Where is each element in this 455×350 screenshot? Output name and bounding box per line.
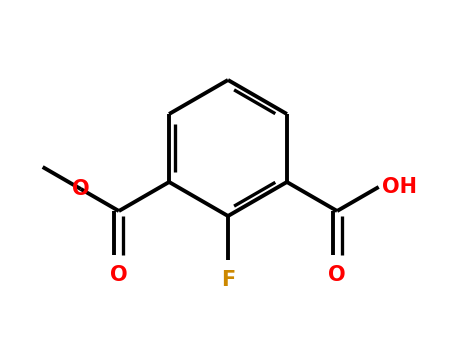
- Text: OH: OH: [382, 177, 417, 197]
- Text: F: F: [221, 270, 235, 290]
- Text: O: O: [329, 265, 346, 285]
- Text: O: O: [72, 179, 90, 199]
- Text: O: O: [110, 265, 128, 285]
